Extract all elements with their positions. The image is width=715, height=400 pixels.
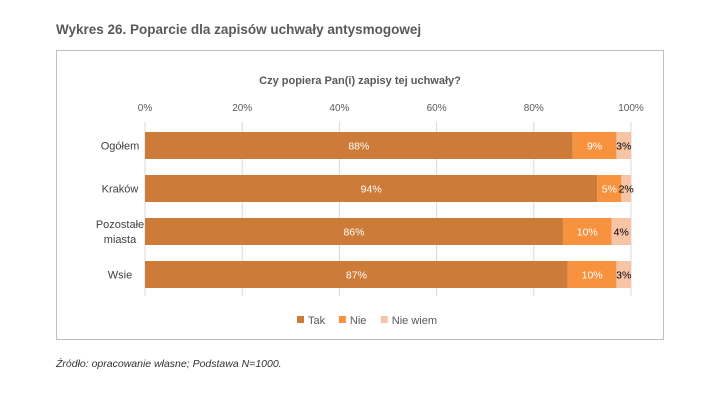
x-tick-label: 20%	[232, 103, 252, 114]
legend-label: Tak	[308, 315, 326, 327]
legend-swatch	[380, 316, 388, 323]
x-tick-label: 80%	[524, 103, 544, 114]
category-label: Ogółem	[101, 141, 140, 153]
chart-frame	[56, 50, 664, 340]
x-tick-label: 40%	[329, 103, 349, 114]
bar-segment	[597, 175, 622, 202]
data-label: 4%	[614, 227, 629, 239]
data-label: 3%	[616, 141, 631, 153]
data-label: 2%	[619, 184, 634, 196]
x-tick-label: 0%	[138, 103, 153, 114]
bar-segment	[145, 218, 563, 245]
x-tick-label: 60%	[427, 103, 447, 114]
bar-segment	[572, 132, 617, 159]
data-label: 94%	[361, 184, 382, 196]
category-label: miasta	[104, 234, 137, 246]
bar-segment	[567, 261, 617, 288]
bar-segment	[145, 132, 573, 159]
chart-title: Czy popiera Pan(i) zapisy tej uchwały?	[259, 75, 461, 87]
source-footnote: Źródło: opracowanie własne; Podstawa N=1…	[56, 358, 282, 370]
bar-segment	[621, 175, 631, 202]
legend-label: Nie wiem	[392, 315, 437, 327]
data-label: 87%	[346, 270, 367, 282]
bar-segment	[562, 218, 612, 245]
bar-segment	[145, 261, 568, 288]
category-label: Wsie	[108, 270, 132, 282]
data-label: 86%	[343, 227, 364, 239]
category-label: Kraków	[102, 184, 139, 196]
legend-swatch	[338, 316, 346, 323]
bar-segment	[616, 261, 631, 288]
data-label: 88%	[348, 141, 369, 153]
data-label: 10%	[582, 270, 603, 282]
figure-title: Wykres 26. Poparcie dla zapisów uchwały …	[56, 22, 422, 37]
x-tick-label: 100%	[618, 103, 644, 114]
bar-segment	[616, 132, 631, 159]
data-label: 3%	[616, 270, 631, 282]
data-label: 10%	[577, 227, 598, 239]
legend-label: Nie	[350, 315, 367, 327]
category-label: Pozostałe	[96, 219, 144, 231]
bar-segment	[145, 175, 598, 202]
data-label: 9%	[587, 141, 602, 153]
legend-swatch	[297, 316, 304, 323]
data-label: 5%	[602, 184, 617, 196]
bar-segment	[611, 218, 631, 245]
